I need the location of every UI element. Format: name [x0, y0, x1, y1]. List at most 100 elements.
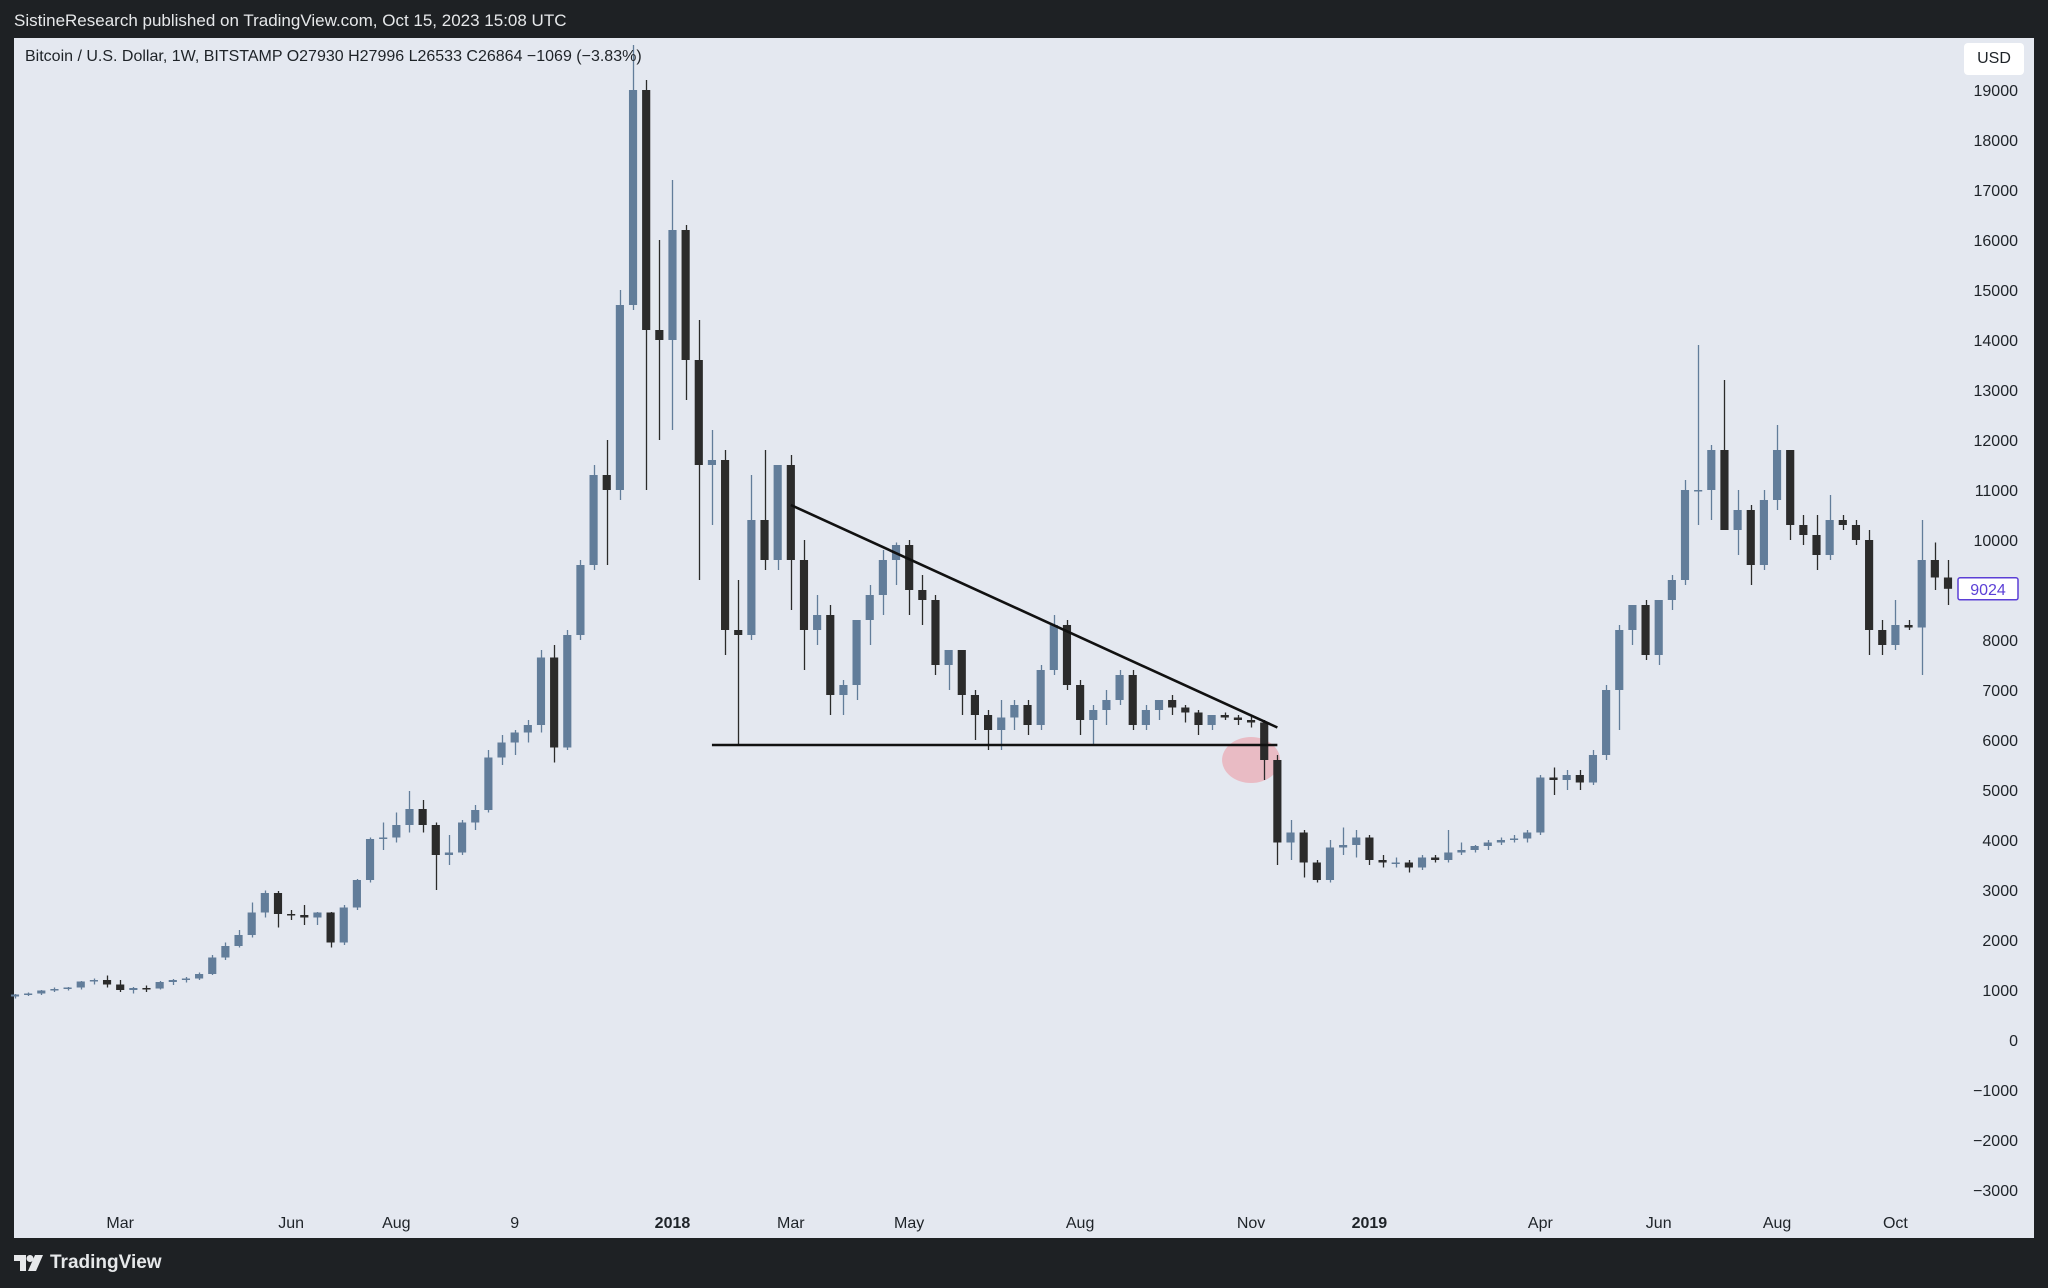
candle-body	[458, 822, 467, 853]
candle-body	[878, 560, 887, 595]
candle-body	[37, 990, 46, 994]
time-axis-label: May	[894, 1215, 924, 1232]
candle-body	[589, 475, 598, 565]
candle-body	[905, 545, 914, 590]
candle-body	[1759, 500, 1768, 565]
candle-body	[1851, 525, 1861, 540]
candle-body	[668, 230, 677, 340]
candle-body	[273, 893, 283, 914]
candle-body	[497, 742, 506, 758]
candle-body	[1141, 710, 1150, 725]
candle-body	[760, 520, 769, 560]
brand-name: TradingView	[50, 1252, 162, 1273]
candle-body	[89, 980, 98, 982]
candle-body	[181, 978, 191, 980]
candle-body	[102, 980, 112, 985]
candle-body	[1891, 625, 1900, 645]
candle-body	[1575, 775, 1584, 783]
candle-body	[997, 717, 1006, 730]
candle-body	[655, 330, 664, 340]
candle-body	[839, 685, 848, 695]
time-axis-label: Aug	[1763, 1215, 1791, 1232]
candle-body	[418, 809, 427, 825]
publish-info: SistineResearch published on TradingView…	[14, 11, 567, 30]
symbol-legend[interactable]: Bitcoin / U.S. Dollar, 1W, BITSTAMP O279…	[25, 48, 642, 66]
last-price-tag: 9024	[1957, 577, 2019, 601]
candle-body	[786, 465, 795, 560]
candle-body	[1299, 832, 1308, 863]
currency-button[interactable]: USD	[1964, 43, 2024, 75]
time-axis-label: Jun	[278, 1215, 304, 1232]
candle-body	[1023, 705, 1032, 725]
candle-body	[1352, 837, 1361, 845]
price-axis[interactable]: 19000 18000 17000 16000 15000 14000 13000 12000…	[1973, 83, 2018, 1200]
candle-body	[76, 981, 85, 988]
price-axis-label: 1000	[1982, 983, 2018, 1000]
price-axis-label: 3000	[1982, 883, 2018, 900]
candle-body	[1496, 840, 1505, 843]
candle-body	[287, 914, 296, 916]
candle-body	[24, 993, 33, 995]
candle-body	[615, 305, 624, 490]
candle-body	[773, 465, 782, 560]
candle-body	[826, 615, 835, 695]
candle-body	[1943, 577, 1953, 589]
candle-body	[352, 880, 361, 908]
chart-panel[interactable]	[14, 38, 2034, 1238]
candle-body	[1010, 705, 1019, 718]
candle-body	[1404, 862, 1413, 868]
price-axis-label: 16000	[1974, 233, 2019, 250]
time-axis-label: Apr	[1528, 1215, 1554, 1232]
candle-body	[1089, 710, 1098, 720]
candle-body	[1615, 630, 1624, 690]
candle-body	[339, 907, 348, 943]
candle-body	[944, 650, 953, 665]
candle-body	[1457, 850, 1466, 853]
symbol-ohlc-text: Bitcoin / U.S. Dollar, 1W, BITSTAMP O279…	[25, 48, 642, 65]
time-axis-label: 2018	[655, 1215, 691, 1232]
candle-body	[1720, 450, 1729, 530]
time-axis-label: Aug	[1066, 1215, 1094, 1232]
candle-body	[1102, 700, 1111, 710]
candle-body	[155, 982, 164, 989]
candle-body	[1562, 775, 1571, 780]
price-axis-label: 13000	[1974, 383, 2019, 400]
candle-body	[1680, 490, 1690, 580]
price-axis-label: 17000	[1974, 183, 2019, 200]
candle-body	[1339, 845, 1348, 848]
time-axis[interactable]: Mar Jun Aug 9 2018 Mar May Aug Nov 2019 Apr Jun Aug O…	[106, 1215, 1908, 1232]
publish-header: SistineResearch published on TradingView…	[0, 0, 2048, 40]
candles	[10, 45, 1953, 999]
candle-body	[550, 657, 559, 748]
candle-body	[1865, 540, 1874, 630]
candle-body	[1378, 860, 1387, 863]
candle-body	[563, 635, 572, 748]
candle-body	[379, 837, 388, 839]
price-axis-label: 8000	[1982, 633, 2018, 650]
candle-body	[1325, 847, 1335, 880]
candle-body	[983, 715, 993, 730]
candle-body	[1062, 625, 1072, 685]
time-axis-label: Mar	[777, 1215, 805, 1232]
tradingview-brand[interactable]: TradingView	[14, 1252, 162, 1274]
candle-body	[142, 988, 151, 990]
candle-body	[510, 732, 519, 743]
price-axis-label: 14000	[1974, 333, 2019, 350]
candle-body	[681, 230, 690, 360]
candle-body	[1128, 675, 1137, 725]
candle-body	[1312, 862, 1321, 880]
candle-body	[1273, 760, 1282, 843]
candle-body	[1549, 777, 1558, 780]
candle-body	[1417, 857, 1427, 868]
candle-body	[63, 987, 72, 989]
candle-body	[168, 980, 177, 982]
candle-body	[1838, 520, 1847, 525]
candle-body	[865, 595, 874, 620]
candle-body	[392, 825, 401, 838]
candle-body	[405, 809, 414, 825]
candle-body	[523, 725, 532, 733]
candle-body	[734, 630, 743, 635]
candle-body	[326, 912, 335, 943]
price-axis-label: 2000	[1982, 933, 2018, 950]
